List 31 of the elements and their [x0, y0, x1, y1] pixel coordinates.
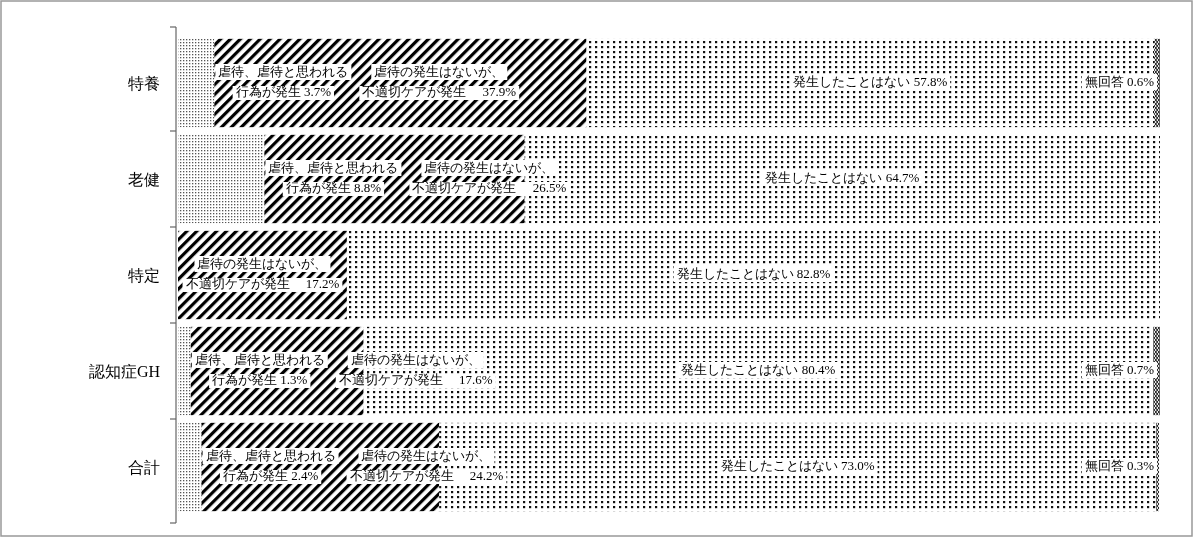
data-label: 虐待の発生はないが、不適切ケアが発生 26.5% — [412, 160, 567, 195]
y-tick-label: 認知症GH — [88, 363, 161, 380]
y-tick-label: 老健 — [128, 171, 160, 188]
data-label: 虐待、虐待と思われる行為が発生 2.4% — [205, 448, 336, 483]
data-label: 発生したことはない 73.0% — [720, 458, 875, 473]
y-tick-label: 合計 — [128, 459, 160, 476]
bar — [346, 230, 1160, 320]
y-tick-label: 特養 — [128, 75, 160, 92]
data-label: 虐待の発生はないが、不適切ケアが発生 17.6% — [338, 352, 493, 387]
bar — [1154, 38, 1160, 128]
data-label: 虐待の発生はないが、不適切ケアが発生 17.2% — [185, 256, 340, 291]
bar — [178, 38, 215, 128]
bar — [586, 38, 1155, 128]
bar — [178, 326, 191, 416]
data-label: 無回答 0.6% — [1084, 74, 1155, 89]
data-label: 無回答 0.3% — [1084, 458, 1155, 473]
data-label: 発生したことはない 57.8% — [793, 74, 948, 89]
bar — [178, 134, 265, 224]
data-label: 発生したことはない 82.8% — [676, 266, 831, 281]
data-label: 虐待の発生はないが、不適切ケアが発生 24.2% — [349, 448, 504, 483]
y-tick-label: 特定 — [128, 267, 160, 284]
bar — [1156, 422, 1160, 512]
data-label: 虐待、虐待と思われる行為が発生 8.8% — [268, 160, 399, 195]
data-label: 発生したことはない 80.4% — [681, 362, 836, 377]
data-label: 虐待、虐待と思われる行為が発生 3.7% — [218, 64, 349, 99]
bar — [178, 422, 202, 512]
data-label: 虐待、虐待と思われる行為が発生 1.3% — [194, 352, 325, 387]
data-label: 発生したことはない 64.7% — [765, 170, 920, 185]
bar — [1153, 326, 1160, 416]
data-label: 虐待の発生はないが、不適切ケアが発生 37.9% — [362, 64, 517, 99]
data-label: 無回答 0.7% — [1084, 362, 1155, 377]
